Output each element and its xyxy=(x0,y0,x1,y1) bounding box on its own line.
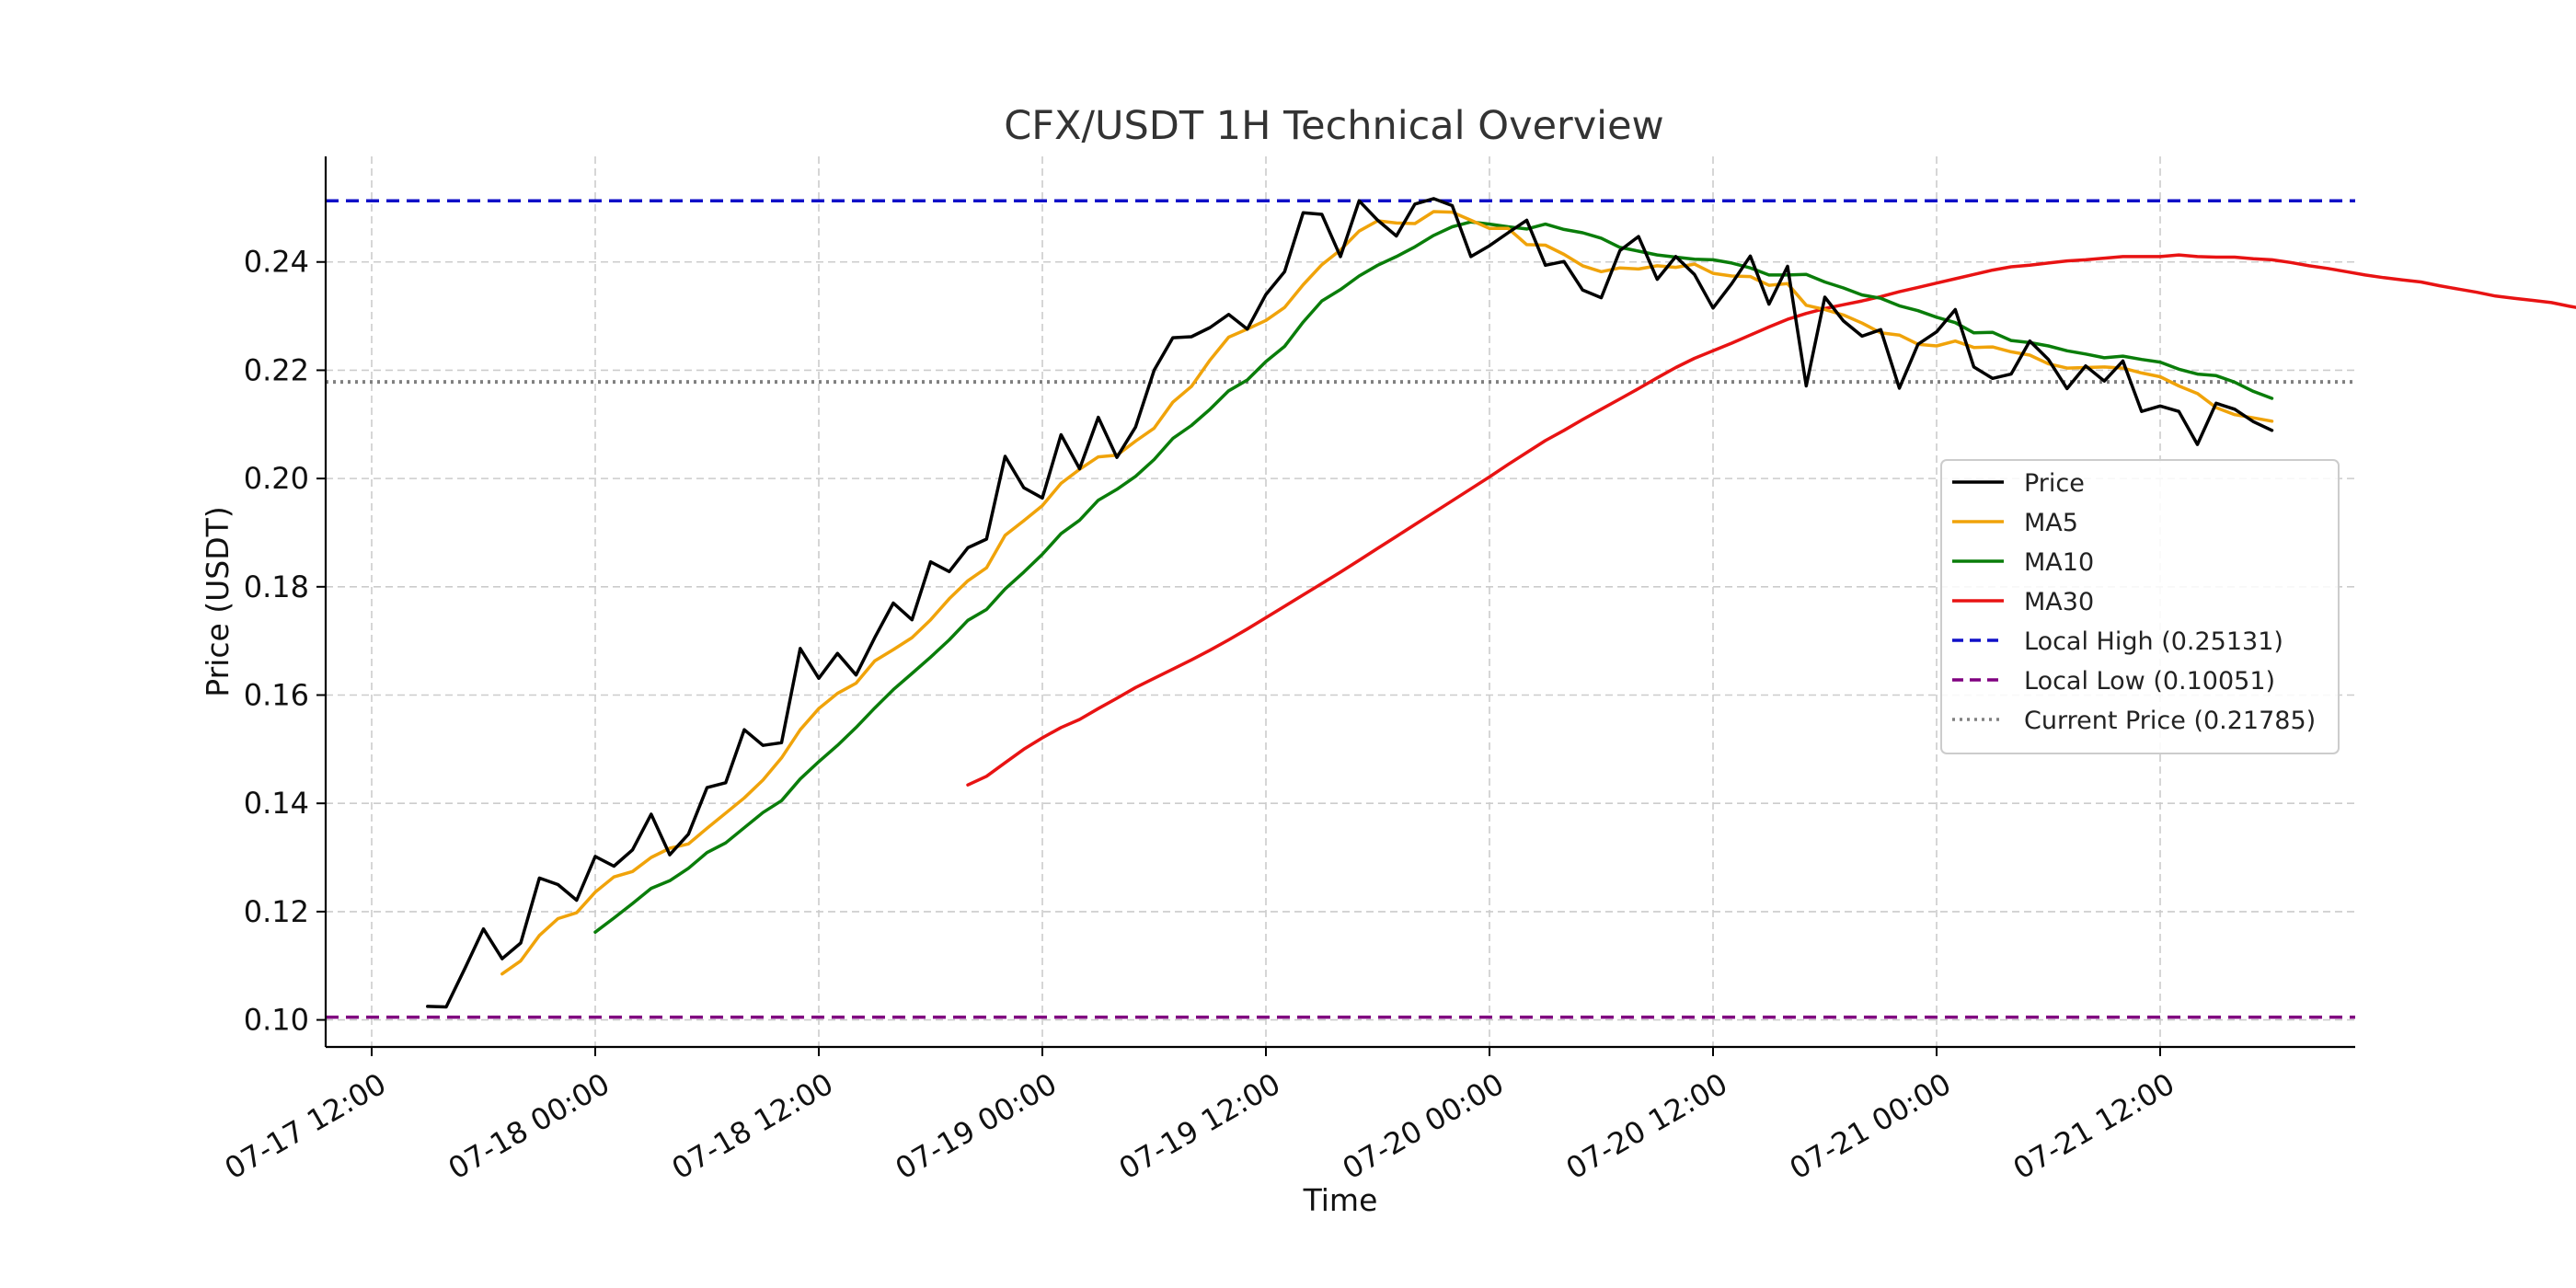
y-tick-label: 0.14 xyxy=(244,786,309,821)
y-tick-label: 0.22 xyxy=(244,352,309,387)
y-tick-label: 0.12 xyxy=(244,894,309,929)
series-line-ma5 xyxy=(500,210,2274,976)
axes xyxy=(324,156,2355,1049)
legend-label-current-price: Current Price (0.21785) xyxy=(2024,707,2316,735)
legend-label-local-low: Local Low (0.10051) xyxy=(2024,667,2275,696)
y-tick-label: 0.10 xyxy=(244,1003,309,1038)
legend: Price MA5 MA10 MA30 Local High (0.25131) Loca… xyxy=(1940,459,2340,754)
legend-box xyxy=(1940,459,2340,754)
chart-title: CFX/USDT 1H Technical Overview xyxy=(1004,103,1663,149)
y-ticks: 0.10 0.12 0.14 0.16 0.18 0.20 0.22 0.24 xyxy=(244,245,326,1038)
y-tick-label: 0.20 xyxy=(244,461,309,496)
series-line-price xyxy=(426,197,2274,1009)
series-line-ma10 xyxy=(593,220,2274,934)
y-tick-label: 0.24 xyxy=(244,245,309,280)
y-axis-label: Price (USDT) xyxy=(200,506,236,696)
legend-label-ma10: MA10 xyxy=(2024,548,2094,577)
legend-label-ma5: MA5 xyxy=(2024,509,2078,537)
legend-label-ma30: MA30 xyxy=(2024,588,2094,616)
series-line-ma30 xyxy=(966,253,2576,787)
y-tick-label: 0.16 xyxy=(244,678,309,713)
grid xyxy=(326,156,2355,1047)
series-lines xyxy=(426,197,2576,1009)
y-tick-label: 0.18 xyxy=(244,569,309,604)
reference-lines xyxy=(326,199,2355,1019)
x-axis-label: Time xyxy=(1303,1182,1378,1218)
legend-label-price: Price xyxy=(2024,469,2085,498)
legend-label-local-high: Local High (0.25131) xyxy=(2024,627,2283,656)
